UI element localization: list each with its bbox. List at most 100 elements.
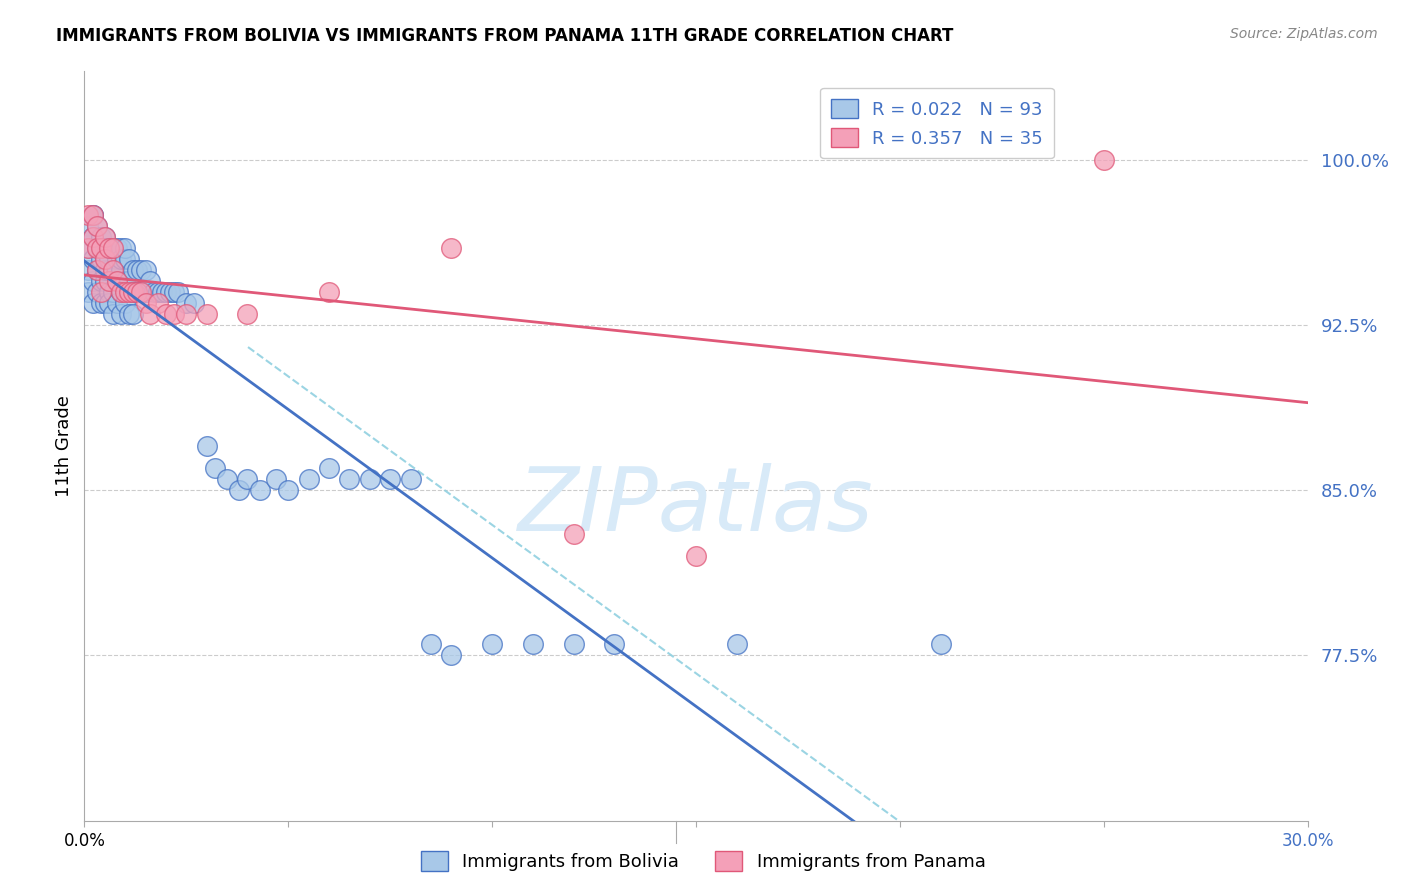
Point bbox=[420, 637, 443, 651]
Point bbox=[77, 208, 100, 222]
Point bbox=[603, 637, 626, 651]
Point bbox=[318, 461, 340, 475]
Point bbox=[93, 241, 115, 255]
Point bbox=[82, 208, 104, 222]
Point bbox=[122, 262, 145, 277]
Point bbox=[135, 295, 157, 310]
Point bbox=[228, 483, 250, 497]
Point bbox=[82, 229, 104, 244]
Point bbox=[105, 252, 128, 266]
Point bbox=[114, 241, 136, 255]
Point bbox=[90, 274, 112, 288]
Point bbox=[93, 252, 115, 266]
Point bbox=[122, 285, 145, 299]
Point bbox=[195, 439, 218, 453]
Point bbox=[110, 262, 132, 277]
Point bbox=[380, 472, 402, 486]
Point bbox=[1092, 153, 1115, 167]
Point bbox=[97, 274, 120, 288]
Point bbox=[118, 274, 141, 288]
Point bbox=[481, 637, 503, 651]
Point bbox=[101, 262, 124, 277]
Point bbox=[105, 274, 128, 288]
Point bbox=[142, 285, 165, 299]
Point bbox=[217, 472, 239, 486]
Point bbox=[264, 472, 287, 486]
Point bbox=[101, 241, 124, 255]
Point bbox=[110, 285, 132, 299]
Point bbox=[131, 285, 153, 299]
Point bbox=[174, 295, 197, 310]
Point bbox=[155, 307, 177, 321]
Point bbox=[93, 229, 115, 244]
Point bbox=[97, 252, 120, 266]
Point bbox=[204, 461, 226, 475]
Legend: Immigrants from Bolivia, Immigrants from Panama: Immigrants from Bolivia, Immigrants from… bbox=[413, 844, 993, 879]
Point bbox=[97, 241, 120, 255]
Point bbox=[77, 219, 100, 233]
Point bbox=[86, 241, 108, 255]
Point bbox=[86, 241, 108, 255]
Point bbox=[114, 285, 136, 299]
Point bbox=[105, 241, 128, 255]
Point bbox=[131, 285, 153, 299]
Point bbox=[118, 285, 141, 299]
Point bbox=[929, 637, 952, 651]
Point bbox=[77, 241, 100, 255]
Y-axis label: 11th Grade: 11th Grade bbox=[55, 395, 73, 497]
Point bbox=[725, 637, 748, 651]
Point bbox=[138, 274, 160, 288]
Point bbox=[90, 252, 112, 266]
Point bbox=[114, 274, 136, 288]
Point bbox=[163, 307, 186, 321]
Point bbox=[93, 229, 115, 244]
Point bbox=[77, 262, 100, 277]
Point bbox=[82, 229, 104, 244]
Point bbox=[110, 285, 132, 299]
Point bbox=[167, 285, 190, 299]
Point bbox=[562, 637, 585, 651]
Text: IMMIGRANTS FROM BOLIVIA VS IMMIGRANTS FROM PANAMA 11TH GRADE CORRELATION CHART: IMMIGRANTS FROM BOLIVIA VS IMMIGRANTS FR… bbox=[56, 27, 953, 45]
Point bbox=[86, 219, 108, 233]
Point bbox=[174, 307, 197, 321]
Legend: R = 0.022   N = 93, R = 0.357   N = 35: R = 0.022 N = 93, R = 0.357 N = 35 bbox=[820, 88, 1054, 159]
Point bbox=[236, 307, 259, 321]
Text: ZIPatlas: ZIPatlas bbox=[519, 463, 873, 549]
Point bbox=[195, 307, 218, 321]
Point bbox=[86, 285, 108, 299]
Point bbox=[93, 262, 115, 277]
Point bbox=[138, 307, 160, 321]
Point bbox=[298, 472, 321, 486]
Point bbox=[90, 241, 112, 255]
Point bbox=[105, 274, 128, 288]
Point bbox=[236, 472, 259, 486]
Point bbox=[101, 285, 124, 299]
Point bbox=[82, 295, 104, 310]
Point bbox=[110, 252, 132, 266]
Point bbox=[522, 637, 544, 651]
Point bbox=[146, 295, 169, 310]
Point bbox=[339, 472, 361, 486]
Point bbox=[101, 307, 124, 321]
Point bbox=[90, 295, 112, 310]
Point bbox=[277, 483, 299, 497]
Point bbox=[90, 285, 112, 299]
Point bbox=[105, 295, 128, 310]
Point bbox=[101, 262, 124, 277]
Point bbox=[127, 285, 149, 299]
Point bbox=[150, 285, 173, 299]
Point bbox=[114, 252, 136, 266]
Point bbox=[93, 274, 115, 288]
Point bbox=[440, 648, 463, 663]
Point bbox=[90, 229, 112, 244]
Point bbox=[131, 262, 153, 277]
Point bbox=[399, 472, 422, 486]
Point bbox=[135, 262, 157, 277]
Point bbox=[685, 549, 707, 564]
Point bbox=[163, 285, 186, 299]
Point bbox=[97, 241, 120, 255]
Point bbox=[86, 241, 108, 255]
Point bbox=[97, 295, 120, 310]
Point bbox=[97, 285, 120, 299]
Point bbox=[562, 527, 585, 541]
